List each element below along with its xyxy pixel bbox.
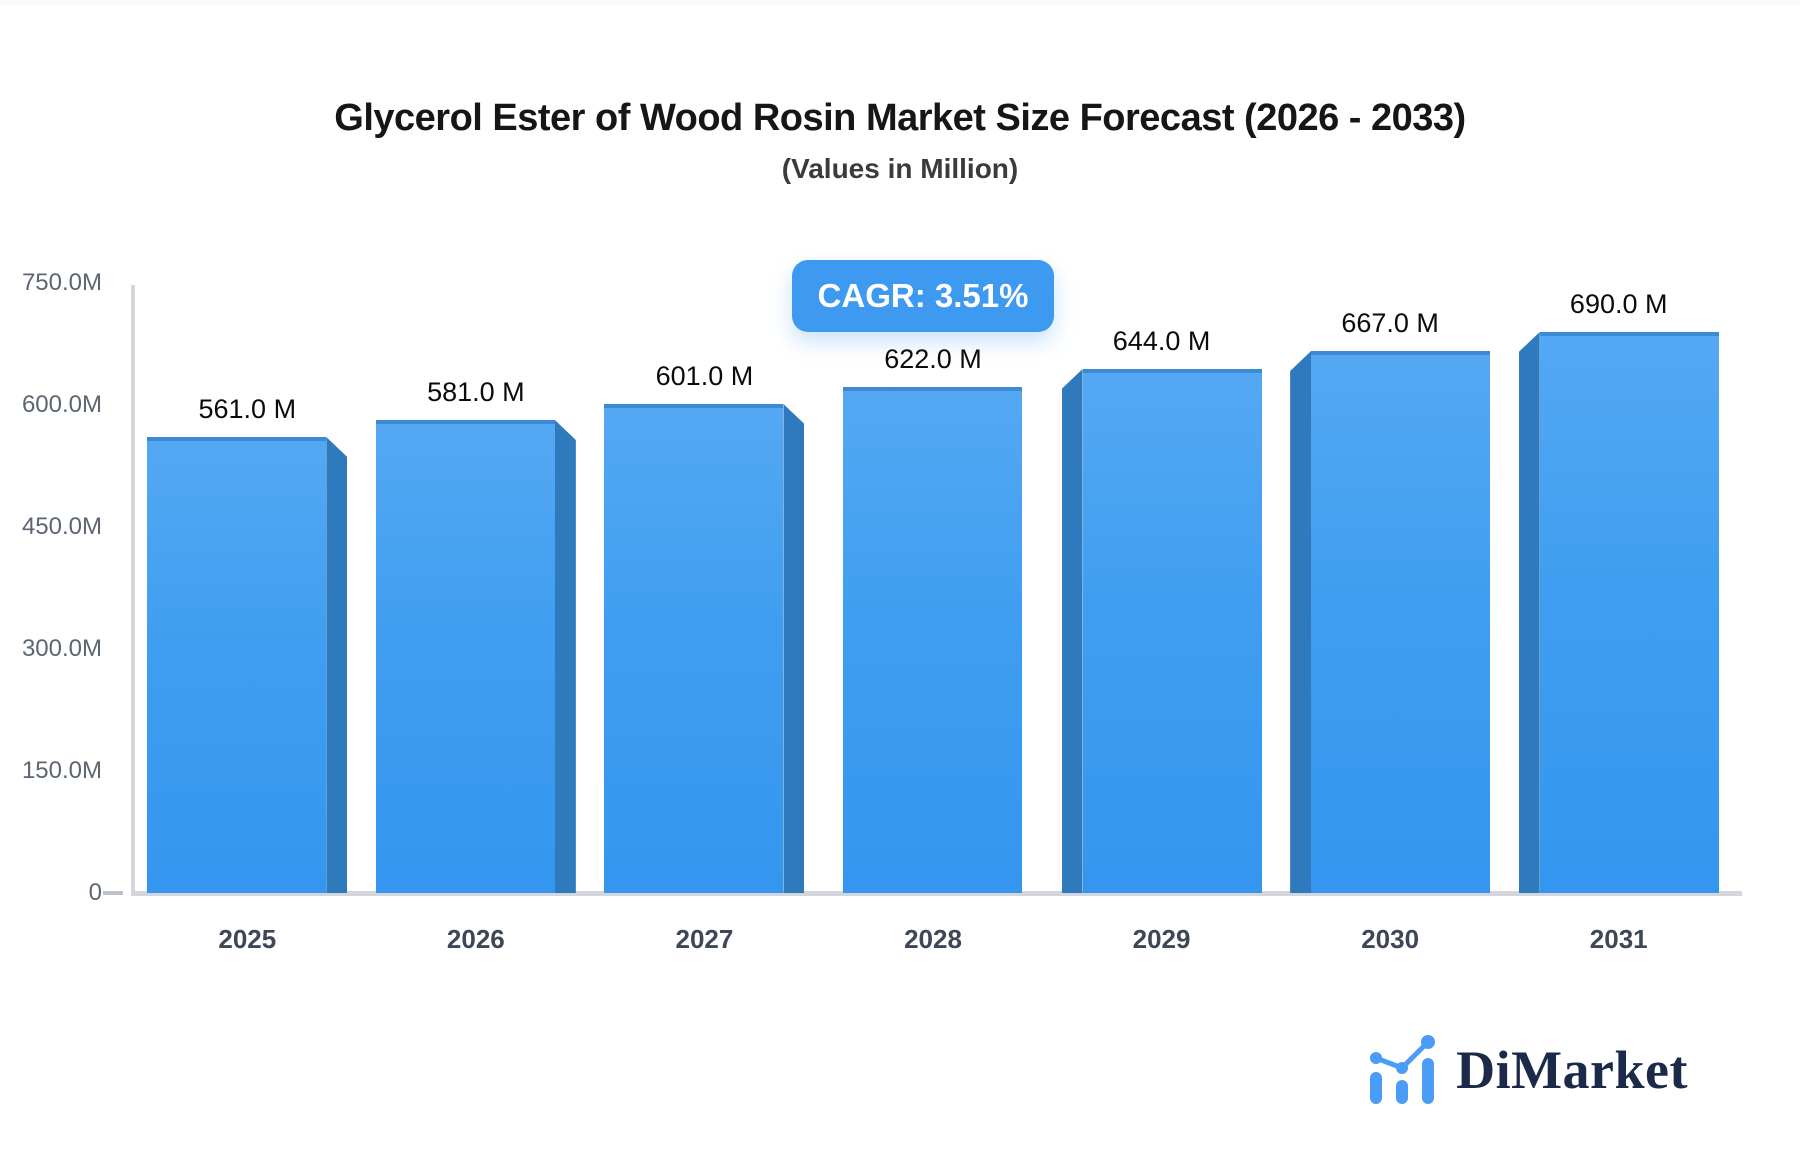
chart-subtitle: (Values in Million) (781, 153, 1019, 184)
bar-side-shade (326, 437, 348, 893)
cagr-badge-label: CAGR: 3.51% (817, 277, 1029, 314)
x-tick-label: 2030 (1361, 924, 1420, 954)
y-tick-label: 750.0M (21, 269, 102, 296)
bar-value-label: 622.0 M (884, 344, 982, 374)
y-tick-label: 600.0M (21, 391, 102, 418)
bar-face (1539, 332, 1719, 893)
bar-2029[interactable] (1061, 369, 1262, 893)
cagr-badge: CAGR: 3.51% (792, 260, 1054, 332)
bar-series: 561.0 M 2025 581.0 M 2026 601.0 M 2027 622.0 M… (133, 283, 1733, 954)
bar-value-label: 601.0 M (655, 361, 754, 391)
bar-column-2031: 690.0 M 2031 (1504, 283, 1733, 954)
bar-chart-trend-icon (1370, 1035, 1436, 1104)
x-tick-label: 2029 (1132, 924, 1191, 954)
bar-side-shade (1290, 351, 1312, 893)
plot-area: 750.0M 600.0M 450.0M 300.0M 150.0M 0 561.0 M 2… (0, 5, 1800, 1156)
bar-side-shade (1518, 332, 1540, 893)
bar-column-2027: 601.0 M 2027 (590, 283, 819, 954)
x-axis-line (131, 891, 1742, 896)
y-tick-label: 300.0M (21, 635, 102, 662)
bar-side-shade (1061, 369, 1083, 893)
bar-2030[interactable] (1290, 351, 1491, 893)
bar-2026[interactable] (375, 420, 576, 893)
bar-side-shade (783, 404, 805, 893)
bar-face (375, 420, 555, 893)
bar-2031[interactable] (1518, 332, 1719, 893)
bar-value-label: 690.0 M (1569, 289, 1668, 319)
bar-value-label: 644.0 M (1112, 326, 1211, 356)
bar-2028[interactable] (833, 387, 1033, 893)
bar-face (1311, 351, 1491, 893)
bar-column-2028: 622.0 M 2028 (819, 283, 1048, 954)
chart-title: Glycerol Ester of Wood Rosin Market Size… (334, 97, 1466, 139)
y-axis-line (131, 285, 135, 895)
x-tick-label: 2028 (904, 924, 962, 954)
x-tick-label: 2027 (675, 924, 734, 954)
dimarket-logo-text: DiMarket (1456, 1040, 1688, 1100)
bar-column-2030: 667.0 M 2030 (1276, 283, 1505, 954)
bar-value-label: 561.0 M (198, 394, 297, 424)
bar-column-2026: 581.0 M 2026 (362, 283, 591, 954)
y-tick-label: 450.0M (21, 513, 102, 540)
bar-value-label: 667.0 M (1341, 308, 1439, 338)
bar-face (1082, 369, 1262, 893)
x-tick-label: 2025 (218, 924, 277, 954)
y-tick-label: 0 (88, 879, 102, 906)
bar-column-2025: 561.0 M 2025 (133, 283, 362, 954)
bar-value-label: 581.0 M (427, 377, 525, 407)
bar-side-shade (554, 420, 576, 893)
bar-face (147, 437, 327, 893)
bar-column-2029: 644.0 M 2029 (1047, 283, 1276, 954)
dimarket-logo: DiMarket (1366, 1032, 1688, 1108)
x-tick-label: 2026 (446, 924, 505, 954)
bar-2027[interactable] (604, 404, 805, 893)
x-tick-label: 2031 (1589, 924, 1648, 954)
zero-tick-mark (103, 891, 123, 895)
y-tick-label: 150.0M (21, 757, 102, 784)
bar-face (604, 404, 784, 893)
bar-face (843, 387, 1023, 893)
bar-2025[interactable] (147, 437, 348, 893)
